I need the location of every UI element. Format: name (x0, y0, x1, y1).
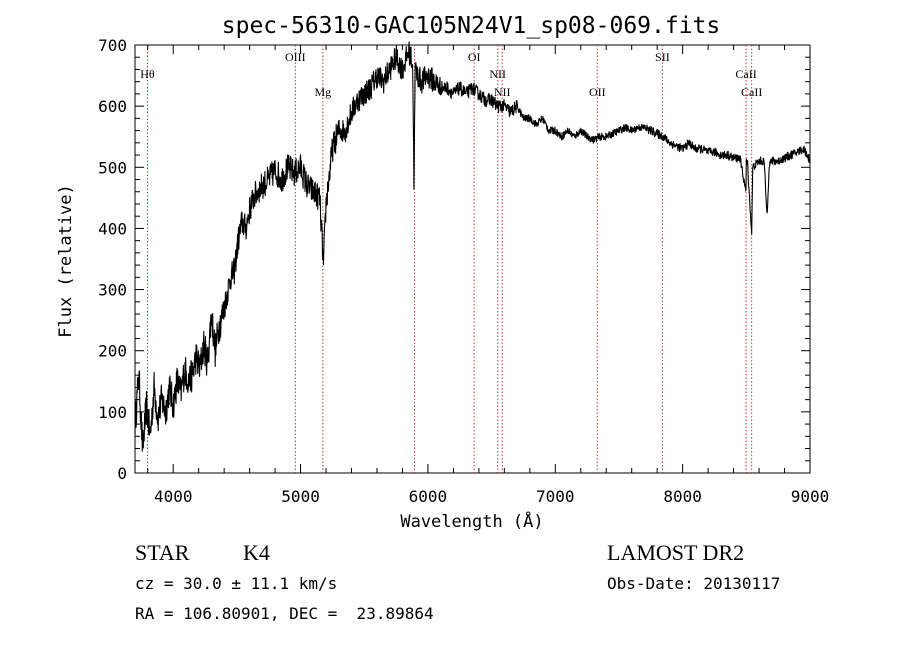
spectral-line-markers (146, 45, 753, 473)
object-class: STAR (135, 540, 190, 565)
line-label-10: CaII (741, 85, 762, 99)
line-label-7: OII (589, 85, 606, 99)
y-tick-label-5: 500 (98, 158, 127, 177)
y-tick-label-4: 400 (98, 219, 127, 238)
line-label-0: Hθ (140, 67, 155, 81)
redshift-velocity: cz = 30.0 ± 11.1 km/s (135, 574, 338, 593)
line-label-5: NII (489, 67, 506, 81)
x-tick-label-5: 9000 (791, 487, 830, 506)
x-axis-ticks: 4000 5000 6000 7000 8000 9000 (147, 45, 830, 506)
x-tick-label-1: 5000 (281, 487, 320, 506)
line-label-4: OI (468, 50, 481, 64)
y-axis-ticks: 0 100 200 300 400 500 600 700 (98, 36, 810, 483)
line-label-6: NII (494, 85, 511, 99)
chart-title: spec-56310-GAC105N24V1_sp08-069.fits (222, 13, 721, 39)
x-tick-label-3: 7000 (536, 487, 575, 506)
x-axis-label: Wavelength (Å) (400, 510, 543, 532)
object-subclass: K4 (243, 540, 270, 565)
y-tick-label-1: 100 (98, 403, 127, 422)
x-tick-label-0: 4000 (154, 487, 193, 506)
y-tick-label-2: 200 (98, 342, 127, 361)
y-axis-label: Flux (relative) (56, 184, 76, 338)
y-tick-label-6: 600 (98, 97, 127, 116)
y-tick-label-7: 700 (98, 36, 127, 55)
observation-date: Obs-Date: 20130117 (607, 574, 781, 593)
y-tick-label-0: 0 (117, 464, 127, 483)
plot-frame (134, 44, 811, 474)
line-label-8: SII (655, 50, 670, 64)
sky-coordinates: RA = 106.80901, DEC = 23.89864 (135, 604, 434, 623)
line-label-2: Mg (315, 85, 332, 99)
line-label-9: CaII (735, 67, 756, 81)
x-tick-label-4: 8000 (663, 487, 702, 506)
spectrum-line (134, 41, 811, 452)
survey-name: LAMOST DR2 (607, 540, 745, 565)
x-tick-label-2: 6000 (409, 487, 448, 506)
y-tick-label-3: 300 (98, 281, 127, 300)
line-label-1: OIII (285, 50, 306, 64)
spectral-line-labels: Hθ OIII Mg OI NII NII OII SII CaII CaII (140, 50, 762, 99)
